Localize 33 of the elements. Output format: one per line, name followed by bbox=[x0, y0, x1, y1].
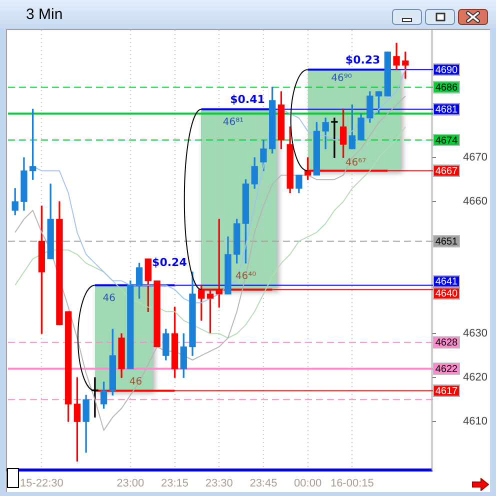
x-tick-label: 00:00 bbox=[294, 478, 322, 490]
annotation: 46⁸¹ bbox=[222, 116, 244, 128]
ref-line-label: 4641 bbox=[435, 276, 458, 288]
ref-line-label: 4628 bbox=[435, 338, 458, 349]
x-tick-label: 15-22:30 bbox=[20, 478, 64, 490]
annotation: 46⁶⁷ bbox=[345, 157, 366, 168]
ref-line-label: 4674 bbox=[435, 135, 458, 146]
chart-title: 3 Min bbox=[26, 6, 63, 23]
x-tick-label: 23:45 bbox=[250, 478, 278, 490]
ref-line-label: 4622 bbox=[435, 364, 458, 376]
annotation: 46⁴⁰ bbox=[235, 271, 256, 282]
ref-line-label: 4681 bbox=[435, 104, 458, 116]
y-tick-label: 4620 bbox=[463, 372, 488, 384]
ref-line-label: 4690 bbox=[435, 64, 458, 76]
ref-line-label: 4617 bbox=[435, 386, 458, 398]
annotation: 46⁹⁰ bbox=[331, 73, 352, 84]
ref-line-label: 4651 bbox=[435, 236, 458, 248]
ref-line-label: 4686 bbox=[435, 82, 458, 94]
x-tick-label: 23:30 bbox=[205, 478, 233, 490]
y-tick-label: 4610 bbox=[463, 416, 488, 428]
x-tick-label: 23:15 bbox=[160, 478, 189, 490]
x-tick-label: 16-00:15 bbox=[330, 478, 374, 490]
annotation: 46 bbox=[102, 292, 116, 304]
y-tick-label: 4660 bbox=[463, 196, 488, 208]
annotation: 46 bbox=[129, 376, 142, 388]
ref-line-label: 4667 bbox=[435, 166, 458, 178]
annotation: $0.23 bbox=[345, 53, 380, 66]
annotation: $0.24 bbox=[152, 256, 188, 270]
annotation: $0.41 bbox=[230, 93, 265, 106]
ref-line-label: 4640 bbox=[435, 288, 458, 300]
y-tick-label: 4670 bbox=[463, 152, 488, 164]
x-tick-label: 23:00 bbox=[116, 478, 144, 490]
y-tick-label: 4630 bbox=[463, 328, 488, 340]
